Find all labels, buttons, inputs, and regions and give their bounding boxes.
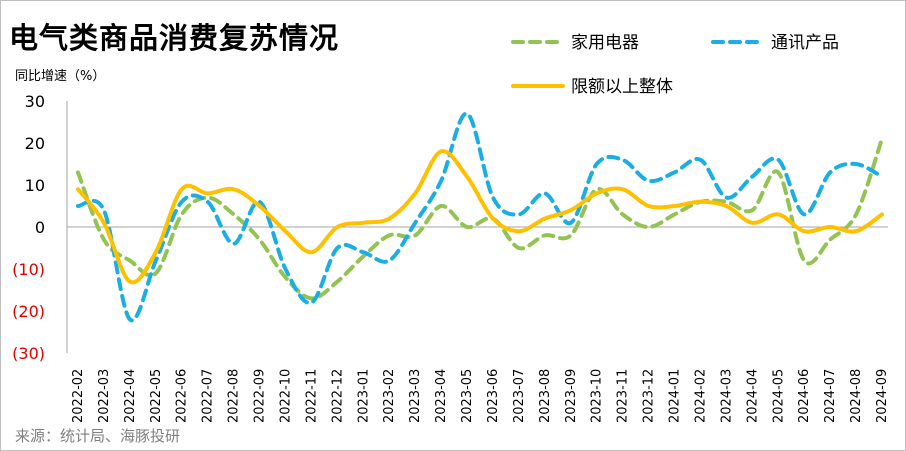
- x-tick-label: 2024-07: [823, 369, 838, 423]
- series-line-telecom-products: [76, 111, 884, 323]
- x-tick-label: 2024-08: [849, 369, 864, 423]
- x-tick-label: 2023-10: [590, 369, 605, 423]
- x-tick-label: 2022-07: [201, 369, 216, 423]
- source-note: 来源：统计局、海豚投研: [15, 427, 181, 445]
- x-tick-label: 2023-02: [382, 369, 397, 423]
- x-tick-label: 2024-02: [693, 369, 708, 423]
- legend-label-home-appliances: 家用电器: [571, 33, 639, 53]
- y-tick-label: (20): [12, 302, 45, 321]
- y-tick-label: 30: [25, 92, 45, 111]
- x-tick-label: 2024-06: [797, 369, 812, 423]
- y-tick-label: (10): [12, 260, 45, 279]
- y-tick-label: 10: [25, 176, 45, 195]
- x-tick-label: 2022-12: [330, 369, 345, 423]
- x-tick-label: 2024-05: [771, 369, 786, 423]
- x-tick-label: 2023-05: [460, 369, 475, 423]
- x-tick-label: 2022-11: [304, 369, 319, 423]
- x-tick-label: 2022-08: [227, 369, 242, 423]
- series-line-above-quota-total: [76, 149, 884, 285]
- x-tick-label: 2022-06: [175, 369, 190, 423]
- x-tick-label: 2022-05: [149, 369, 164, 423]
- x-tick-label: 2023-12: [642, 369, 657, 423]
- x-tick-label: 2022-04: [123, 369, 138, 423]
- x-tick-label: 2023-07: [512, 369, 527, 423]
- y-axis-label: 同比增速（%）: [15, 69, 106, 84]
- y-tick-label: (30): [12, 344, 45, 363]
- x-tick-label: 2022-09: [253, 369, 268, 423]
- x-tick-label: 2023-03: [408, 369, 423, 423]
- y-tick-label: 20: [25, 134, 45, 153]
- x-tick-label: 2024-04: [745, 369, 760, 423]
- series-line-home-appliances: [76, 136, 884, 301]
- x-tick-label: 2024-09: [875, 369, 890, 423]
- x-tick-label: 2023-04: [434, 369, 449, 423]
- x-tick-label: 2024-03: [719, 369, 734, 423]
- x-tick-label: 2023-08: [538, 369, 553, 423]
- x-tick-label: 2022-02: [71, 369, 86, 423]
- x-tick-label: 2023-06: [486, 369, 501, 423]
- x-tick-label: 2023-09: [564, 369, 579, 423]
- x-tick-label: 2024-01: [668, 369, 683, 423]
- x-tick-label: 2022-10: [278, 369, 293, 423]
- y-tick-label: 0: [35, 218, 45, 237]
- legend-label-telecom-products: 通讯产品: [771, 33, 839, 53]
- x-tick-label: 2023-01: [356, 369, 371, 423]
- chart-title: 电气类商品消费复苏情况: [9, 21, 340, 55]
- legend-label-above-quota-total: 限额以上整体: [571, 77, 673, 97]
- x-tick-label: 2022-03: [97, 369, 112, 423]
- x-tick-label: 2023-11: [616, 369, 631, 423]
